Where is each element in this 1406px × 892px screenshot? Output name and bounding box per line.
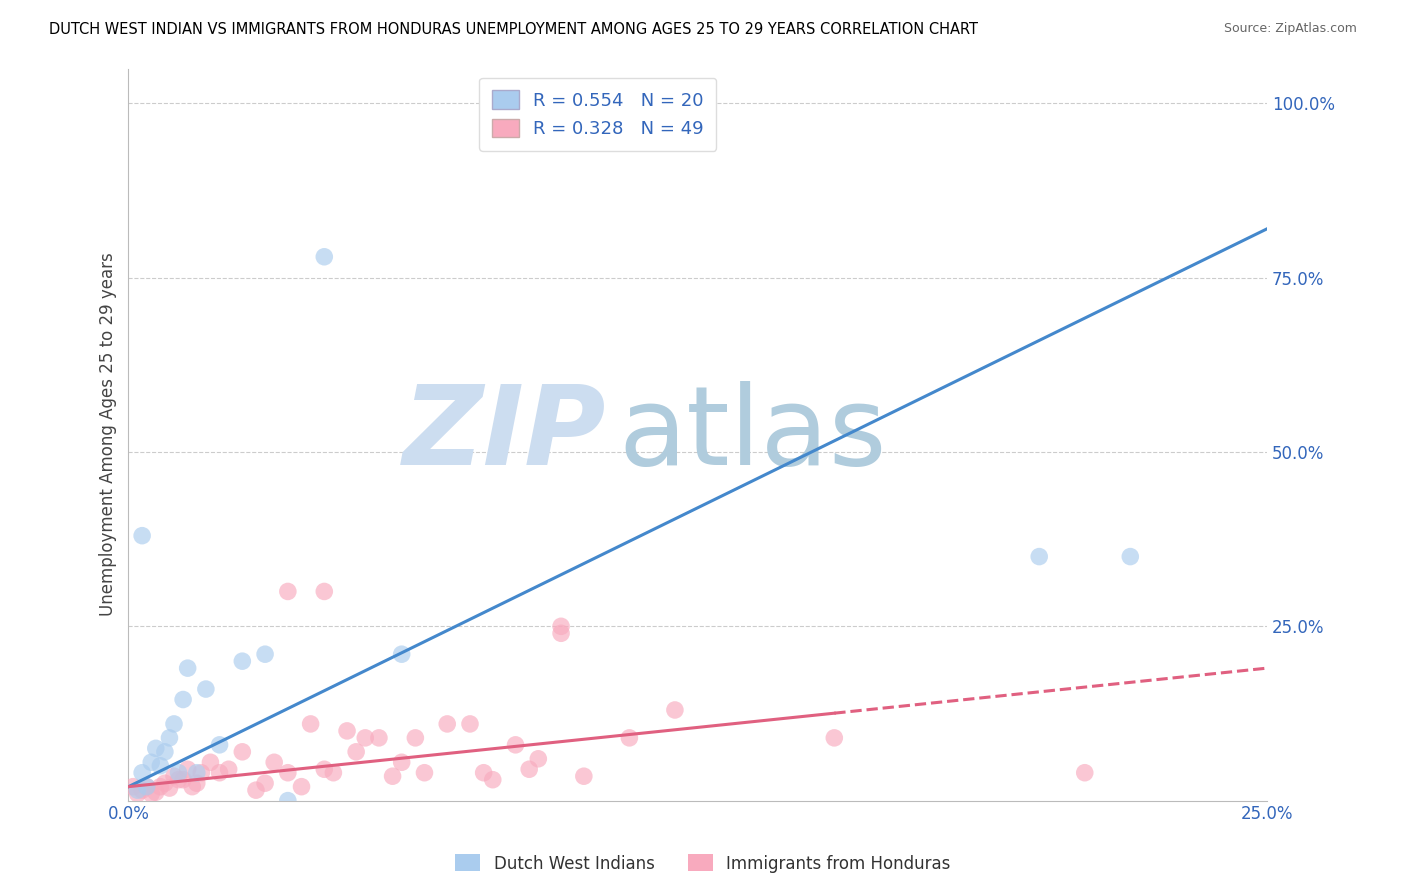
Point xyxy=(176,661,198,675)
Point xyxy=(135,780,157,794)
Point xyxy=(218,762,240,776)
Point xyxy=(391,647,413,661)
Point xyxy=(314,584,336,599)
Point xyxy=(149,758,172,772)
Point xyxy=(572,769,595,783)
Point xyxy=(186,776,208,790)
Point xyxy=(153,745,176,759)
Point xyxy=(145,741,167,756)
Point xyxy=(404,731,426,745)
Point xyxy=(277,794,299,808)
Point xyxy=(245,783,267,797)
Point xyxy=(527,752,550,766)
Point xyxy=(135,780,157,794)
Point xyxy=(277,765,299,780)
Point xyxy=(163,769,186,783)
Point xyxy=(163,717,186,731)
Point xyxy=(145,785,167,799)
Point xyxy=(344,745,367,759)
Point xyxy=(290,780,312,794)
Point xyxy=(159,780,181,795)
Point xyxy=(254,776,277,790)
Point xyxy=(381,769,404,783)
Point xyxy=(200,756,222,770)
Text: DUTCH WEST INDIAN VS IMMIGRANTS FROM HONDURAS UNEMPLOYMENT AMONG AGES 25 TO 29 Y: DUTCH WEST INDIAN VS IMMIGRANTS FROM HON… xyxy=(49,22,979,37)
Point xyxy=(368,731,391,745)
Point xyxy=(391,756,413,770)
Point xyxy=(458,717,481,731)
Point xyxy=(127,787,149,801)
Point xyxy=(299,717,322,731)
Point xyxy=(1074,765,1097,780)
Point xyxy=(413,765,436,780)
Point xyxy=(231,745,253,759)
Point xyxy=(619,731,641,745)
Point xyxy=(505,738,527,752)
Point xyxy=(1028,549,1050,564)
Point xyxy=(336,723,359,738)
Point xyxy=(141,787,163,801)
Point xyxy=(277,584,299,599)
Y-axis label: Unemployment Among Ages 25 to 29 years: Unemployment Among Ages 25 to 29 years xyxy=(100,252,117,616)
Point xyxy=(550,626,572,640)
Point xyxy=(181,780,204,794)
Text: atlas: atlas xyxy=(619,381,887,488)
Point xyxy=(322,765,344,780)
Point xyxy=(314,250,336,264)
Point xyxy=(664,703,686,717)
Point xyxy=(149,780,172,794)
Point xyxy=(122,780,145,794)
Point xyxy=(153,776,176,790)
Point xyxy=(186,765,208,780)
Point xyxy=(231,654,253,668)
Point xyxy=(263,756,285,770)
Point xyxy=(131,529,153,543)
Legend: R = 0.554   N = 20, R = 0.328   N = 49: R = 0.554 N = 20, R = 0.328 N = 49 xyxy=(479,78,717,151)
Text: ZIP: ZIP xyxy=(404,381,606,488)
Point xyxy=(194,681,217,696)
Point xyxy=(1119,549,1142,564)
Point xyxy=(436,717,458,731)
Text: Source: ZipAtlas.com: Source: ZipAtlas.com xyxy=(1223,22,1357,36)
Point xyxy=(208,738,231,752)
Point xyxy=(481,772,503,787)
Point xyxy=(208,765,231,780)
Point xyxy=(141,756,163,770)
Point xyxy=(550,619,572,633)
Point xyxy=(354,731,377,745)
Point xyxy=(517,762,540,776)
Point xyxy=(190,765,212,780)
Point xyxy=(131,765,153,780)
Point xyxy=(167,765,190,780)
Point xyxy=(176,762,198,776)
Point xyxy=(127,783,149,797)
Point xyxy=(172,772,194,787)
Point xyxy=(823,731,845,745)
Point xyxy=(314,762,336,776)
Point xyxy=(167,772,190,787)
Point xyxy=(254,647,277,661)
Point xyxy=(172,692,194,706)
Point xyxy=(131,783,153,797)
Legend: Dutch West Indians, Immigrants from Honduras: Dutch West Indians, Immigrants from Hond… xyxy=(449,847,957,880)
Point xyxy=(159,731,181,745)
Point xyxy=(472,765,495,780)
